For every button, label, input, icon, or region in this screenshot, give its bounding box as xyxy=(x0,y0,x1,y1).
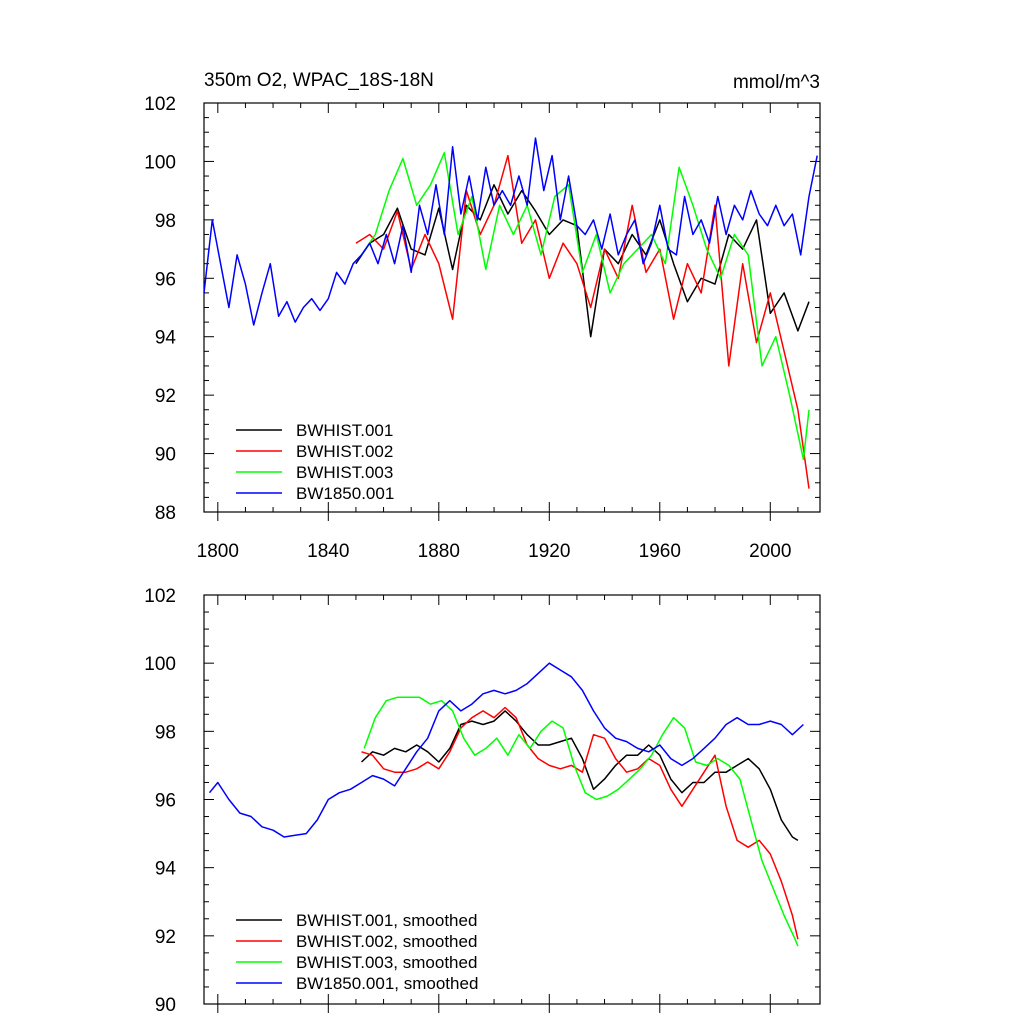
y-tick-label: 102 xyxy=(144,586,176,607)
legend-label: BWHIST.002, smoothed xyxy=(296,932,477,951)
y-tick-label: 96 xyxy=(155,269,176,290)
x-tick-label: 1800 xyxy=(197,541,239,562)
y-tick-label: 98 xyxy=(155,211,176,232)
y-tick-label: 98 xyxy=(155,722,176,743)
series-line-bwhist-003 xyxy=(360,151,810,461)
series-line-bwhist-003-smoothed xyxy=(363,696,799,947)
legend-label: BW1850.001, smoothed xyxy=(296,974,478,993)
series-line-bw1850-001 xyxy=(203,137,818,326)
series-line-bwhist-001-smoothed xyxy=(360,710,799,842)
y-tick-label: 92 xyxy=(155,927,176,948)
series-line-bwhist-002-smoothed xyxy=(361,706,799,940)
y-tick-label: 90 xyxy=(155,445,176,466)
y-tick-label: 100 xyxy=(144,654,176,675)
legend-label: BWHIST.002 xyxy=(296,442,393,461)
top-panel-raw-series: 1800 1840 1880 1920 1960 2000 88 90 92 94 96 98 100 1… xyxy=(144,94,821,562)
series-line-bw1850-001-smoothed xyxy=(208,662,804,838)
y-tick-label: 94 xyxy=(155,328,177,349)
units-label: mmol/m^3 xyxy=(733,72,820,93)
bottom-panel-smoothed-series: 90 92 94 96 98 100 102 BWHIST.001, smoothed BWHI… xyxy=(144,586,821,1016)
y-tick-label: 88 xyxy=(155,503,176,524)
y-tick-label: 94 xyxy=(155,859,177,880)
series-line-bwhist-002 xyxy=(355,154,810,489)
y-tick-label: 96 xyxy=(155,791,176,812)
series-line-bwhist-001 xyxy=(355,184,810,338)
legend-label: BWHIST.003 xyxy=(296,463,393,482)
chart-title: 350m O2, WPAC_18S-18N xyxy=(204,70,434,91)
y-tick-label: 92 xyxy=(155,386,176,407)
legend-label: BW1850.001 xyxy=(296,484,394,503)
x-tick-label: 1920 xyxy=(528,541,570,562)
x-tick-label: 1880 xyxy=(418,541,460,562)
x-tick-label: 2000 xyxy=(749,541,791,562)
legend-label: BWHIST.003, smoothed xyxy=(296,953,477,972)
y-tick-label: 100 xyxy=(144,152,176,173)
y-tick-label: 102 xyxy=(144,94,176,115)
y-tick-label: 90 xyxy=(155,995,176,1016)
legend-label: BWHIST.001, smoothed xyxy=(296,911,477,930)
legend-label: BWHIST.001 xyxy=(296,421,393,440)
x-tick-label: 1960 xyxy=(639,541,681,562)
x-tick-label: 1840 xyxy=(307,541,349,562)
